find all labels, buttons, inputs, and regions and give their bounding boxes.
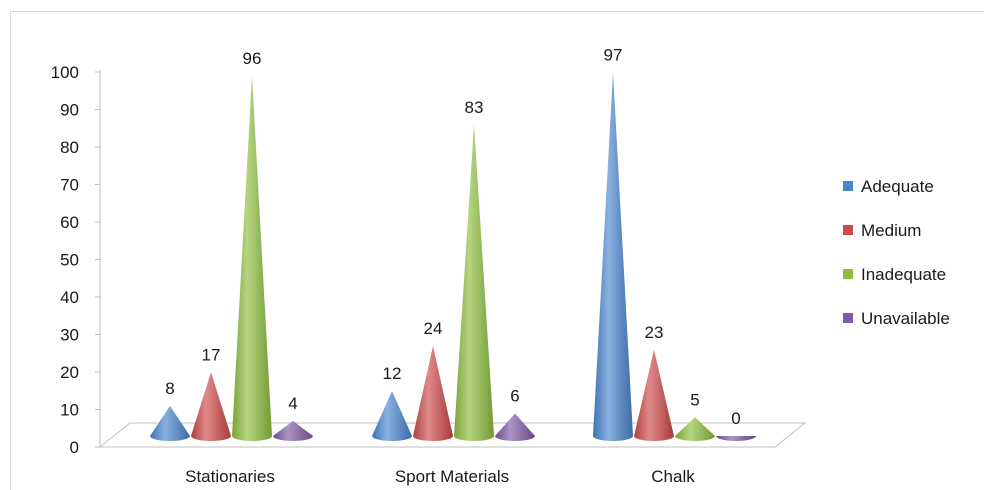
category-labels: Stationaries Sport Materials Chalk xyxy=(185,467,695,486)
legend-swatch xyxy=(843,225,853,235)
cone-medium-stationaries xyxy=(191,372,231,441)
y-tick-label: 60 xyxy=(60,213,79,232)
chart-frame xyxy=(10,11,984,490)
category-label: Stationaries xyxy=(185,467,275,486)
y-tick-label: 80 xyxy=(60,138,79,157)
cone-adequate-stationaries xyxy=(150,406,190,441)
cone-unavailable-sport-materials xyxy=(495,413,535,441)
y-tick-label: 30 xyxy=(60,326,79,345)
legend-swatch xyxy=(843,181,853,191)
cones xyxy=(150,72,756,441)
y-tick-label: 90 xyxy=(60,101,79,120)
legend-swatch xyxy=(843,269,853,279)
data-label: 0 xyxy=(731,409,740,428)
data-labels: 8 17 96 4 12 24 83 6 97 23 5 0 xyxy=(165,45,740,428)
legend-label: Unavailable xyxy=(861,309,950,328)
data-label: 5 xyxy=(690,390,699,409)
y-tick-label: 0 xyxy=(70,438,79,457)
cone-unavailable-chalk xyxy=(716,436,756,441)
data-label: 23 xyxy=(645,323,664,342)
y-tick-label: 70 xyxy=(60,176,79,195)
cone-adequate-chalk xyxy=(593,72,633,441)
data-label: 17 xyxy=(202,345,221,364)
data-label: 6 xyxy=(510,387,519,406)
legend-label: Inadequate xyxy=(861,265,946,284)
cone-medium-chalk xyxy=(634,349,674,441)
y-tick-label: 40 xyxy=(60,288,79,307)
data-label: 24 xyxy=(424,319,443,338)
y-tick-label: 10 xyxy=(60,401,79,420)
data-label: 8 xyxy=(165,379,174,398)
cone-inadequate-chalk xyxy=(675,417,715,441)
cone-inadequate-stationaries xyxy=(232,76,272,441)
legend-label: Adequate xyxy=(861,177,934,196)
data-label: 12 xyxy=(383,364,402,383)
data-label: 96 xyxy=(243,49,262,68)
legend-swatch xyxy=(843,313,853,323)
legend-label: Medium xyxy=(861,221,921,240)
cone-medium-sport-materials xyxy=(413,346,453,441)
data-label: 4 xyxy=(288,394,297,413)
data-label: 97 xyxy=(604,45,623,64)
y-tick-label: 50 xyxy=(60,251,79,270)
cone-inadequate-sport-materials xyxy=(454,124,494,441)
y-tick-label: 100 xyxy=(51,63,79,82)
y-tick-label: 20 xyxy=(60,363,79,382)
cone-unavailable-stationaries xyxy=(273,421,313,441)
category-label: Chalk xyxy=(651,467,695,486)
legend: Adequate Medium Inadequate Unavailable xyxy=(843,177,950,328)
y-axis-ticks: 0 10 20 30 40 50 60 70 80 90 100 xyxy=(51,63,100,457)
cone-adequate-sport-materials xyxy=(372,391,412,441)
category-label: Sport Materials xyxy=(395,467,509,486)
data-label: 83 xyxy=(465,98,484,117)
